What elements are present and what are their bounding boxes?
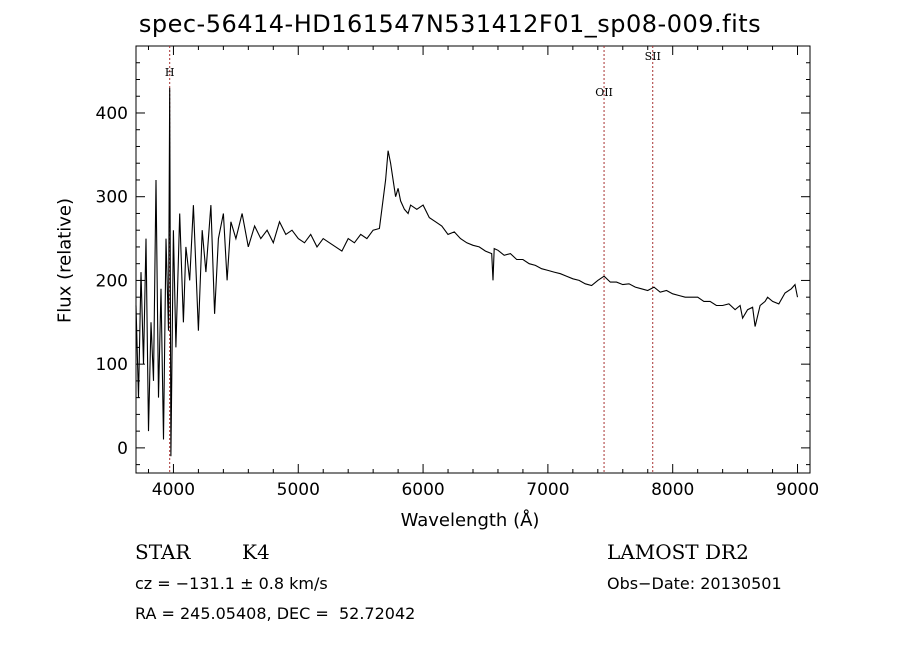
x-tick-label: 9000 (776, 480, 819, 500)
marker-lines: H OII SII (165, 46, 661, 473)
object-type-label: STAR (135, 540, 191, 564)
x-tick-label: 6000 (401, 480, 444, 500)
subclass-label: K4 (242, 540, 270, 564)
x-tick-label: 5000 (277, 480, 320, 500)
plot-frame (135, 45, 811, 474)
x-tick-label: 4000 (152, 480, 195, 500)
x-tick-label: 7000 (526, 480, 569, 500)
obs-date-label: Obs−Date: 20130501 (607, 574, 782, 593)
series-group (135, 87, 799, 457)
y-tick-label: 0 (117, 439, 128, 459)
y-tick-label: 400 (96, 104, 128, 124)
y-axis-label: Flux (relative) (54, 197, 76, 324)
spectrum-line (135, 87, 799, 457)
survey-label: LAMOST DR2 (607, 540, 749, 564)
x-axis-ticks: 4000 5000 6000 7000 8000 9000 (147, 46, 819, 500)
cz-label: cz = −131.1 ± 0.8 km/s (135, 574, 328, 593)
marker-label-oii: OII (595, 86, 613, 99)
y-tick-label: 300 (96, 188, 128, 208)
y-tick-label: 200 (96, 271, 128, 291)
y-tick-label: 100 (96, 355, 128, 375)
coords-label: RA = 245.05408, DEC = 52.72042 (135, 604, 416, 623)
marker-label-h: H (165, 66, 175, 79)
x-tick-label: 8000 (651, 480, 694, 500)
y-axis-ticks: 0 100 200 300 400 (96, 62, 810, 466)
chart-title: spec-56414-HD161547N531412F01_sp08-009.f… (138, 10, 762, 38)
x-axis-label: Wavelength (Å) (400, 510, 540, 531)
plot-border (135, 45, 811, 474)
marker-label-sii: SII (645, 50, 661, 63)
